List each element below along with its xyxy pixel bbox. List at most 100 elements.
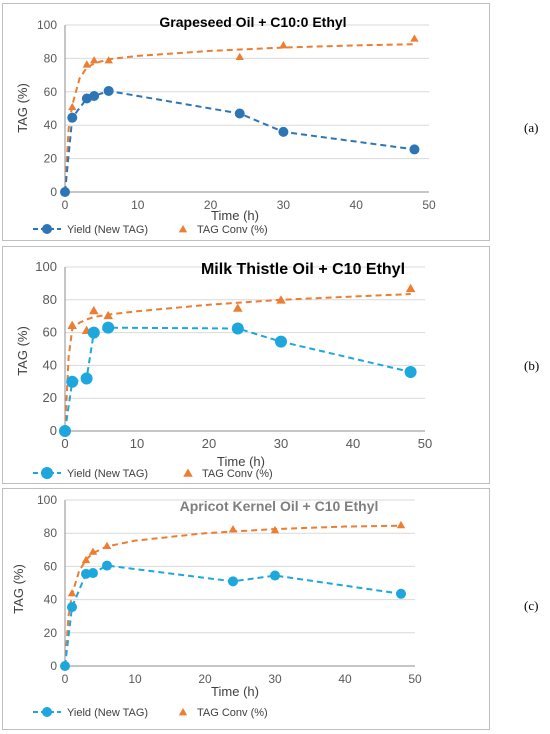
x-tick-label: 40 <box>350 198 364 212</box>
y-tick-label: 0 <box>50 185 57 199</box>
yield-point <box>80 372 93 385</box>
yield-series-line <box>64 89 415 193</box>
conv-point <box>82 60 92 68</box>
x-tick-label: 20 <box>204 198 218 212</box>
legend-yield-label: Yield (New TAG) <box>67 707 148 719</box>
yield-point <box>88 568 98 579</box>
yield-point <box>102 560 112 571</box>
yield-point <box>404 365 417 378</box>
legend-conv-marker <box>178 708 188 716</box>
conv-point <box>276 295 286 304</box>
x-tick-label: 50 <box>408 672 422 686</box>
conv-point <box>410 34 419 42</box>
x-tick-label: 10 <box>128 672 142 686</box>
yield-point <box>60 187 70 197</box>
y-axis-label: TAG (%) <box>15 83 30 133</box>
legend-conv-label: TAG Conv (%) <box>197 707 268 719</box>
x-tick-label: 30 <box>277 198 291 212</box>
y-tick-label: 80 <box>44 526 58 540</box>
yield-point <box>66 375 79 388</box>
legend-yield-label: Yield (New TAG) <box>67 224 148 236</box>
yield-point <box>89 90 100 101</box>
panel-label-b: (b) <box>524 358 540 373</box>
conv-point <box>279 41 288 49</box>
x-axis-label: Time (h) <box>217 454 265 469</box>
conv-point <box>405 283 416 293</box>
chart-svg-b: 0 20 40 60 80 100 0 10 20 30 40 50 Milk Thistle Oil … <box>15 259 432 480</box>
yield-point <box>59 425 71 437</box>
x-tick-label: 50 <box>418 436 432 451</box>
y-tick-label: 100 <box>37 18 57 32</box>
conv-point <box>68 102 77 111</box>
yield-point <box>67 602 77 613</box>
conv-fit-line <box>64 524 402 667</box>
conv-point <box>89 56 99 64</box>
x-tick-label: 0 <box>62 672 69 686</box>
legend-yield-marker <box>42 707 52 717</box>
panel-label-c: (c) <box>524 598 539 613</box>
legend-conv-marker <box>178 225 188 233</box>
conv-point <box>81 555 91 564</box>
conv-point <box>67 588 77 597</box>
yield-point <box>275 335 287 348</box>
y-tick-label: 60 <box>44 559 58 573</box>
x-tick-label: 10 <box>130 436 144 451</box>
x-tick-label: 30 <box>268 672 282 686</box>
legend-conv-marker <box>183 468 193 477</box>
x-tick-label: 0 <box>61 436 68 451</box>
conv-point <box>233 303 243 312</box>
y-tick-label: 0 <box>50 423 57 438</box>
y-tick-label: 20 <box>43 390 57 405</box>
yield-point <box>231 322 244 335</box>
conv-point <box>103 310 113 320</box>
x-tick-label: 50 <box>422 198 436 212</box>
yield-point <box>102 321 115 334</box>
x-tick-label: 0 <box>62 198 69 212</box>
y-tick-label: 100 <box>35 259 57 274</box>
x-tick-label: 40 <box>338 672 352 686</box>
x-tick-label: 40 <box>346 436 360 451</box>
conv-point <box>102 541 112 549</box>
x-tick-label: 20 <box>202 436 216 451</box>
y-tick-label: 80 <box>44 51 58 65</box>
y-tick-label: 0 <box>50 659 57 673</box>
conv-point <box>228 525 238 533</box>
legend-yield-marker <box>41 467 53 479</box>
y-tick-label: 80 <box>43 292 57 307</box>
conv-fit-line <box>64 293 411 432</box>
conv-point <box>270 525 280 534</box>
x-axis-label: Time (h) <box>211 684 259 699</box>
chart-title: Milk Thistle Oil + C10 Ethyl <box>201 261 405 278</box>
panel-label-a: (a) <box>524 120 539 135</box>
chart-panel-b: 0 20 40 60 80 100 0 10 20 30 40 50 Milk Thistle Oil … <box>2 246 490 484</box>
yield-point <box>87 326 100 339</box>
yield-point <box>396 588 406 599</box>
chart-svg-c: 0 20 40 60 80 100 0 10 20 30 40 50 Apricot Kernel Oi… <box>11 493 422 719</box>
yield-series-line <box>64 326 411 432</box>
y-tick-label: 20 <box>44 626 58 640</box>
y-tick-label: 40 <box>44 118 58 132</box>
legend-yield-label: Yield (New TAG) <box>67 468 148 480</box>
yield-point <box>60 661 70 671</box>
yield-point <box>228 576 238 587</box>
chart-panel-c: 0 20 40 60 80 100 0 10 20 30 40 50 Apricot Kernel Oi… <box>2 488 490 730</box>
x-tick-label: 10 <box>131 198 145 212</box>
y-axis-label: TAG (%) <box>15 326 30 376</box>
legend-conv-label: TAG Conv (%) <box>202 468 273 480</box>
yield-point <box>103 85 114 96</box>
chart-panel-a: 0 20 40 60 80 100 0 10 20 30 40 50 Grapeseed Oil + C… <box>2 3 490 241</box>
yield-point <box>234 108 245 119</box>
conv-point <box>88 547 98 555</box>
yield-series-line <box>64 564 402 667</box>
yield-point <box>278 126 289 137</box>
y-tick-label: 20 <box>44 152 58 166</box>
conv-point <box>396 520 406 529</box>
y-tick-label: 60 <box>43 325 57 340</box>
yield-point <box>270 570 280 581</box>
y-tick-label: 40 <box>43 357 57 372</box>
conv-point <box>235 52 244 61</box>
conv-point <box>104 56 113 64</box>
legend-yield-marker <box>42 224 52 234</box>
conv-point <box>67 320 77 330</box>
yield-point <box>67 112 78 123</box>
